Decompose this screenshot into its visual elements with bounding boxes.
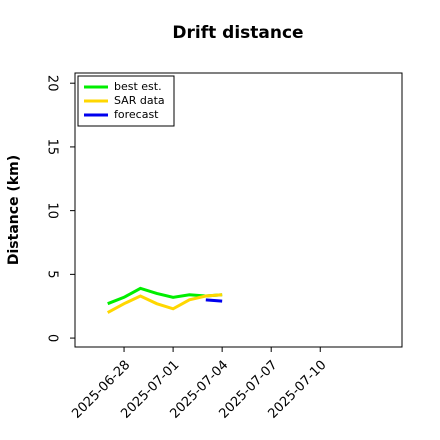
y-tick-label: 15 [45,139,60,156]
legend-label: best est. [114,80,162,93]
y-tick-label: 10 [45,202,60,219]
y-tick-label: 20 [45,75,60,92]
series-line [106,293,223,314]
series-line [205,298,223,303]
y-axis-label: Distance (km) [6,155,22,265]
legend-label: forecast [114,108,159,121]
plot-frame [74,72,403,348]
y-tick-label: 5 [45,270,60,278]
legend-label: SAR data [114,94,165,107]
chart-title: Drift distance [172,23,303,43]
y-tick-label: 0 [45,334,60,342]
